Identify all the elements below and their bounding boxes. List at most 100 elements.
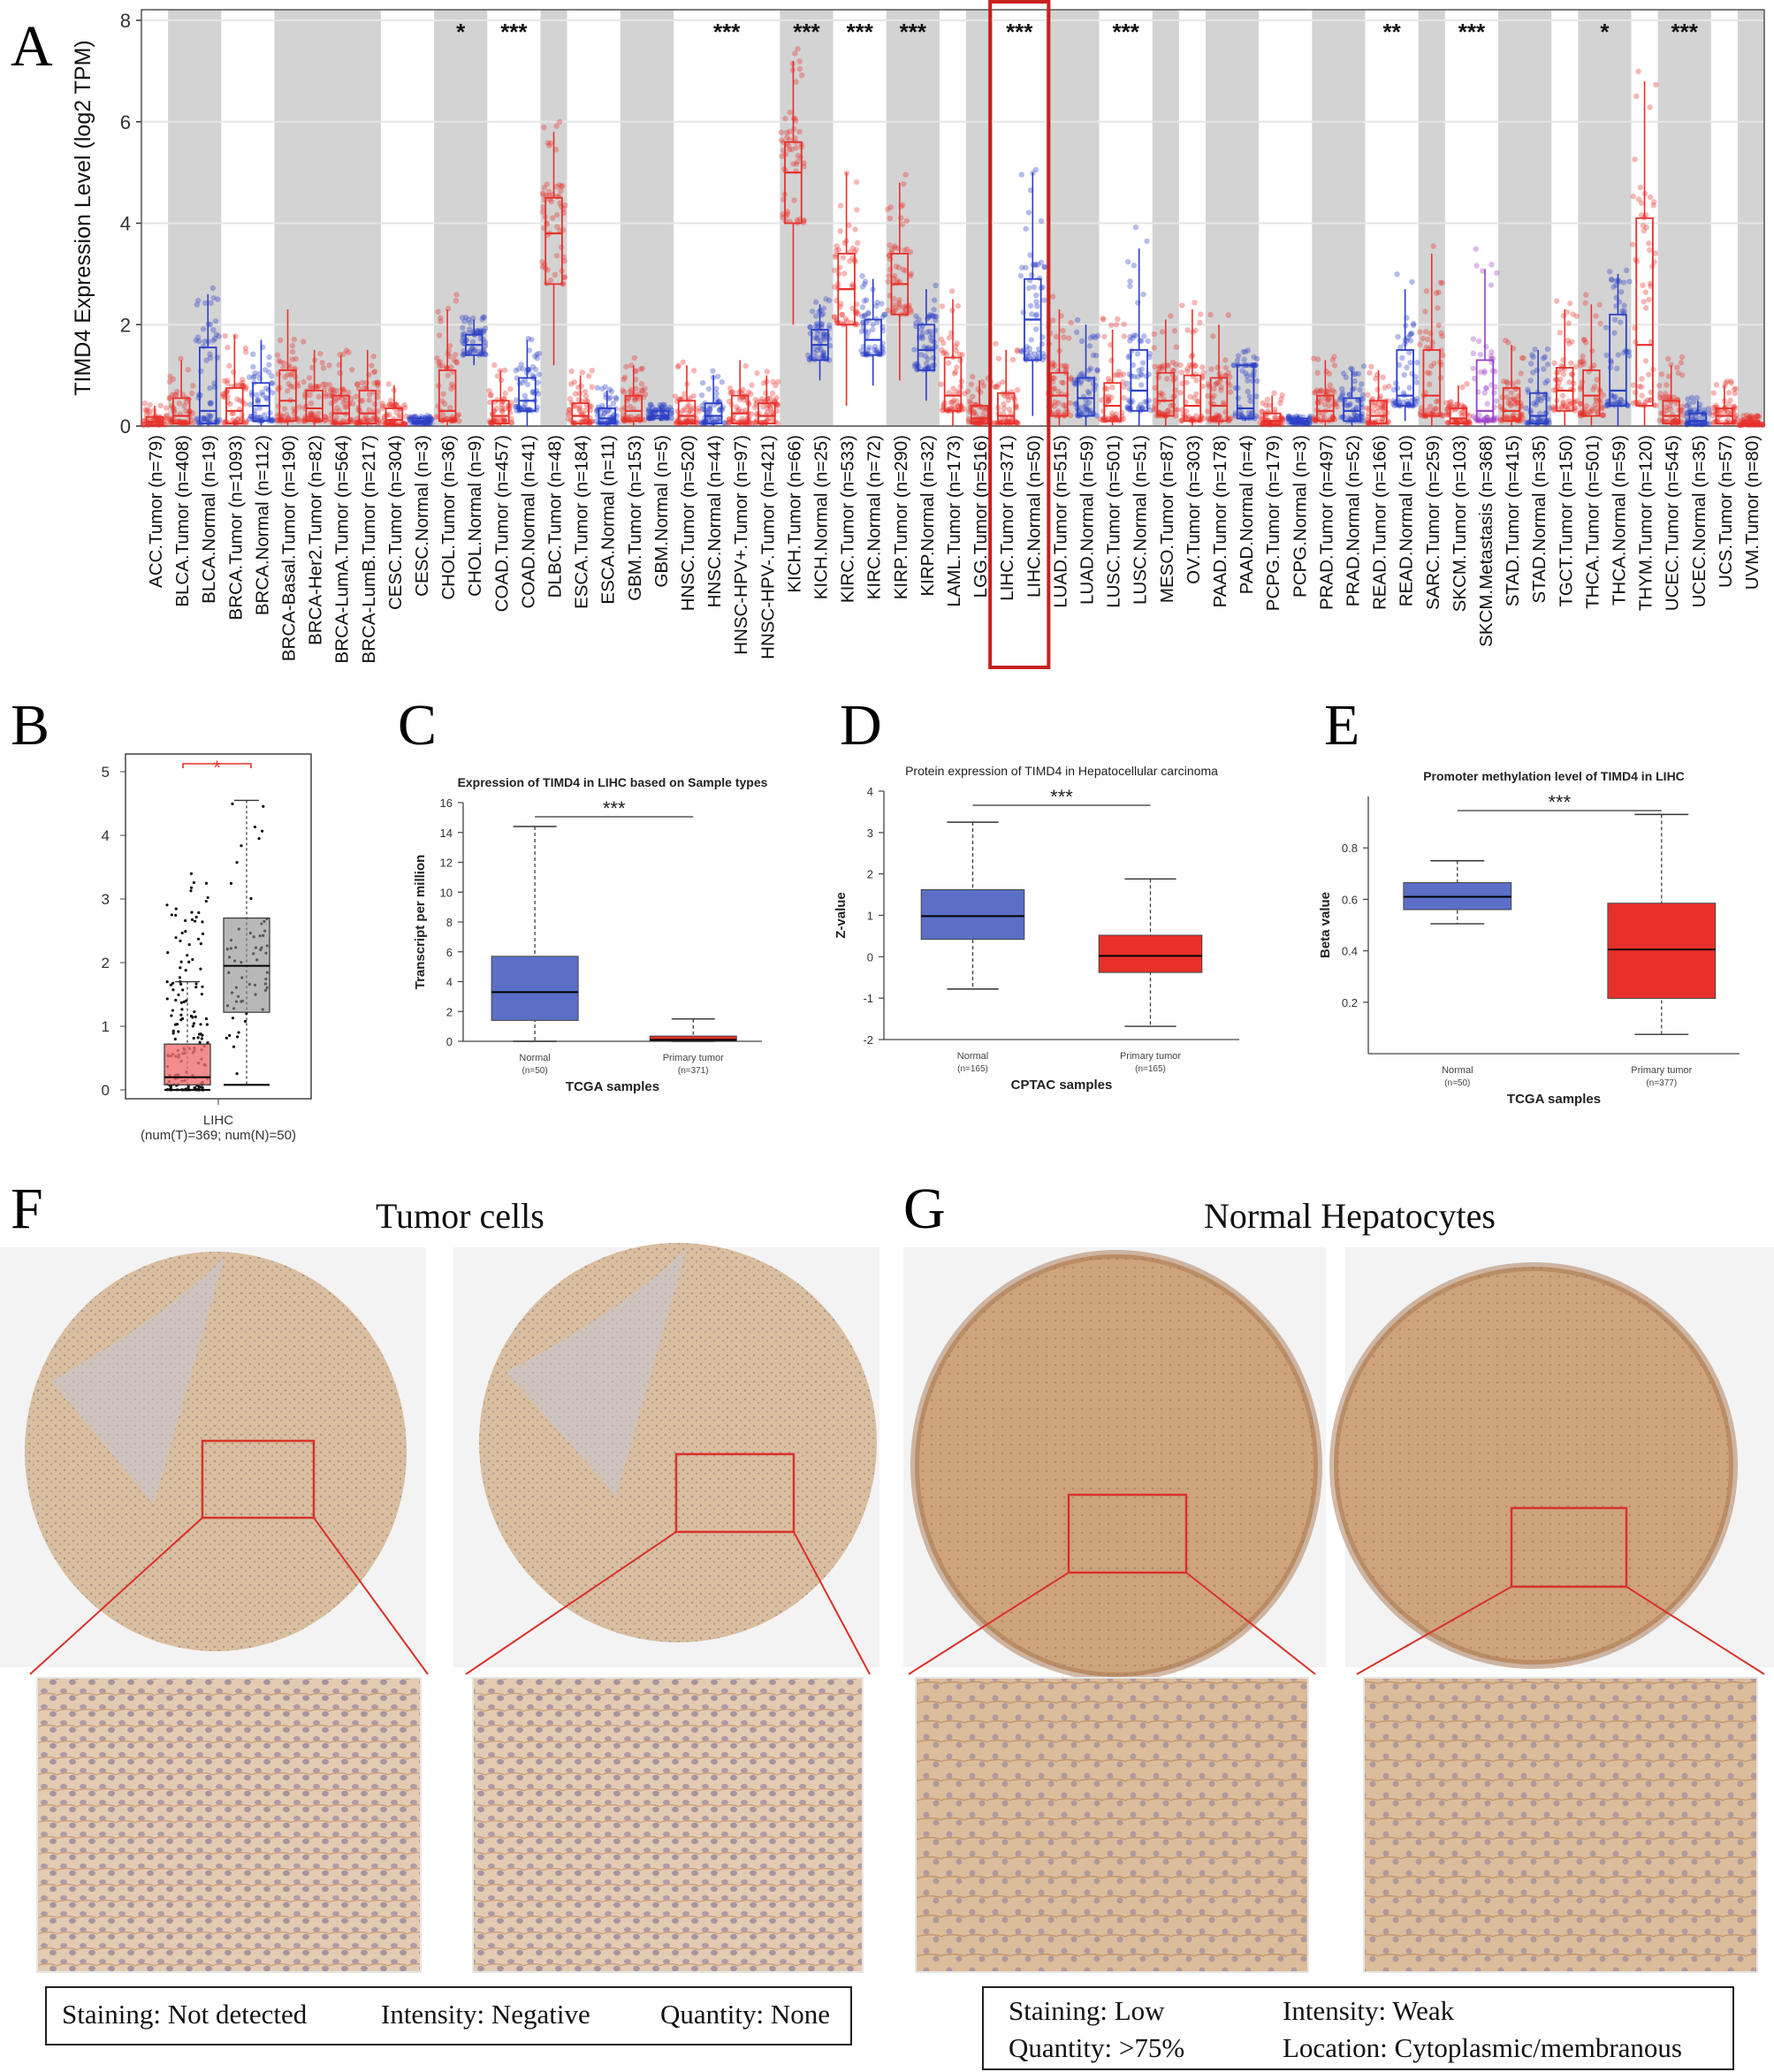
data-point bbox=[166, 417, 173, 423]
x-tick-label: BLCA.Normal (n=19) bbox=[199, 435, 219, 604]
data-point bbox=[285, 371, 291, 378]
group-shade bbox=[1312, 10, 1366, 426]
group-shade bbox=[434, 10, 488, 426]
data-point bbox=[552, 146, 560, 153]
data-point bbox=[539, 209, 546, 215]
data-point bbox=[240, 383, 247, 389]
panel-label-g: G bbox=[903, 1177, 946, 1241]
data-point bbox=[374, 379, 380, 386]
data-point bbox=[255, 414, 263, 421]
y-tick-label: 12 bbox=[440, 857, 453, 870]
zoom-frame bbox=[915, 1677, 1309, 1973]
data-point bbox=[514, 397, 520, 403]
x-tick-label: Primary tumor bbox=[1631, 1065, 1692, 1076]
box bbox=[438, 369, 457, 423]
data-point bbox=[469, 345, 476, 352]
data-point bbox=[323, 391, 329, 397]
significance-stars: *** bbox=[1548, 791, 1571, 813]
data-point bbox=[307, 392, 313, 399]
data-point bbox=[556, 118, 563, 125]
panel-label-f: F bbox=[11, 1177, 43, 1241]
data-point bbox=[193, 1086, 197, 1090]
data-point bbox=[388, 401, 394, 408]
data-point bbox=[253, 825, 257, 829]
tumor-staining-legend: Staining: Not detected Intensity: Negati… bbox=[45, 1986, 852, 2045]
data-point bbox=[217, 417, 223, 423]
data-point bbox=[204, 899, 208, 903]
data-point bbox=[201, 1086, 204, 1089]
y-axis-label: TIMD4 Expression Level (log2 TPM) bbox=[71, 40, 95, 395]
data-point bbox=[560, 183, 566, 189]
data-point bbox=[477, 327, 483, 333]
data-point bbox=[207, 354, 214, 362]
data-point bbox=[524, 381, 531, 388]
data-point bbox=[379, 400, 385, 407]
box bbox=[491, 400, 510, 425]
data-point bbox=[460, 324, 466, 331]
zoom-connector bbox=[1356, 1586, 1512, 1675]
data-point bbox=[401, 404, 408, 411]
data-point bbox=[246, 374, 253, 380]
group-shade bbox=[1046, 10, 1100, 426]
data-point bbox=[522, 401, 529, 408]
data-point bbox=[323, 414, 329, 421]
data-point bbox=[340, 386, 347, 392]
zoom-region-box bbox=[1067, 1493, 1188, 1574]
data-point bbox=[316, 393, 322, 400]
data-point bbox=[202, 300, 209, 307]
data-point bbox=[189, 872, 194, 876]
data-point bbox=[385, 381, 392, 387]
data-point bbox=[315, 415, 321, 421]
data-point bbox=[185, 366, 192, 373]
data-point bbox=[453, 298, 460, 304]
y-tick-label: -1 bbox=[863, 992, 873, 1005]
data-point bbox=[163, 421, 169, 428]
data-point bbox=[448, 385, 454, 392]
data-point bbox=[377, 420, 383, 426]
data-point bbox=[190, 382, 196, 389]
data-point bbox=[295, 415, 301, 423]
data-point bbox=[200, 1037, 203, 1040]
x-tick-label: Normal bbox=[957, 1051, 988, 1062]
data-point bbox=[386, 401, 392, 408]
data-point bbox=[194, 416, 201, 423]
data-point bbox=[166, 394, 173, 401]
data-point bbox=[144, 407, 151, 413]
data-point bbox=[287, 383, 294, 390]
chart-title: Expression of TIMD4 in LIHC based on Sam… bbox=[458, 775, 768, 789]
data-point bbox=[285, 415, 292, 422]
x-tick-label: CESC.Tumor (n=304) bbox=[385, 435, 406, 610]
x-tick-label: COAD.Tumor (n=457) bbox=[491, 435, 512, 612]
data-point bbox=[235, 416, 241, 423]
data-point bbox=[339, 417, 346, 424]
group-shade bbox=[780, 10, 834, 426]
x-tick-label: BRCA.Normal (n=112) bbox=[252, 435, 272, 615]
data-point bbox=[434, 355, 440, 362]
data-point bbox=[193, 1009, 196, 1014]
data-point bbox=[532, 366, 539, 373]
data-point bbox=[227, 400, 233, 408]
data-point bbox=[534, 355, 540, 362]
data-point bbox=[459, 315, 466, 321]
data-point bbox=[445, 415, 451, 422]
data-point bbox=[486, 417, 493, 424]
stroma-region bbox=[506, 1248, 687, 1496]
ihc-background bbox=[453, 1247, 879, 1667]
data-point bbox=[539, 190, 546, 196]
data-point bbox=[366, 392, 373, 398]
data-point bbox=[146, 408, 153, 415]
data-point bbox=[477, 328, 483, 335]
data-point bbox=[180, 931, 184, 935]
data-point bbox=[467, 349, 473, 355]
y-tick-label: 5 bbox=[102, 764, 110, 781]
data-point bbox=[520, 366, 526, 372]
data-point bbox=[331, 386, 337, 393]
data-point bbox=[393, 409, 400, 416]
data-point bbox=[438, 315, 444, 321]
data-point bbox=[332, 417, 339, 424]
y-tick-label: 0 bbox=[867, 950, 873, 964]
data-point bbox=[240, 383, 247, 389]
data-point bbox=[186, 954, 189, 957]
data-point bbox=[306, 415, 313, 422]
data-point bbox=[483, 351, 489, 358]
